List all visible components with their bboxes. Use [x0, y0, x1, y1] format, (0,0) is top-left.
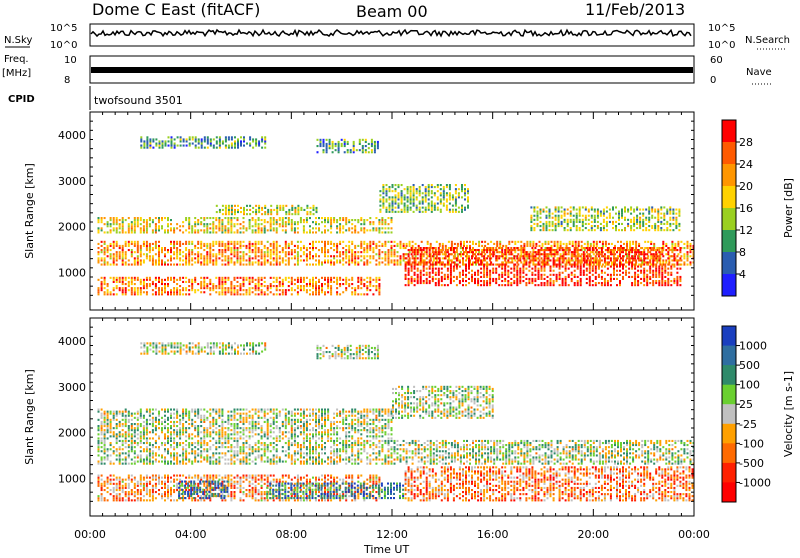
velocity-colorbar-tick-3: 25 — [739, 398, 753, 411]
power-colorbar-swatch-3 — [722, 186, 736, 209]
freq-tick-top: 10 — [64, 55, 77, 66]
velocity-colorbar-swatch-0 — [722, 326, 736, 346]
velocity-colorbar-swatch-2 — [722, 365, 736, 385]
freq-trace-band — [91, 67, 693, 73]
xtick-6: 00:00 — [678, 528, 710, 541]
velocity-ylabel: Slant Range [km] — [23, 369, 36, 465]
power-ylabel: Slant Range [km] — [23, 163, 36, 259]
velocity-panel: 1000 2000 3000 4000 Slant Range [km] 00:00 04:… — [23, 318, 795, 541]
power-band-8 — [317, 139, 379, 154]
power-ytick-3: 4000 — [58, 129, 86, 142]
power-colorbar-tick-6: 4 — [739, 268, 746, 281]
power-colorbar-tick-0: 28 — [739, 136, 753, 149]
xtick-2: 08:00 — [275, 528, 307, 541]
freq-label: Freq. — [4, 54, 29, 65]
velocity-colorbar-swatch-4 — [722, 404, 736, 424]
freq-tick-bottom: 8 — [64, 75, 70, 86]
velocity-colorbar-swatch-3 — [722, 385, 736, 405]
velocity-colorbar-tick-1: 500 — [739, 359, 760, 372]
velocity-band-6 — [405, 466, 694, 501]
xtick-3: 12:00 — [376, 528, 408, 541]
power-colorbar-tick-2: 20 — [739, 180, 753, 193]
velocity-colorbar-swatch-1 — [722, 346, 736, 366]
power-ytick-2: 3000 — [58, 175, 86, 188]
velocity-band-2 — [266, 483, 404, 500]
x-axis-label: Time UT — [363, 543, 409, 554]
nave-tick-bottom: 0 — [710, 75, 716, 86]
plot-title: Dome C East (fitACF) — [92, 0, 260, 19]
power-band-2 — [98, 217, 393, 234]
velocity-ytick-0: 1000 — [58, 472, 86, 485]
date-label: 11/Feb/2013 — [585, 0, 685, 19]
velocity-band-3 — [98, 440, 695, 465]
velocity-colorbar-tick-7: -1000 — [739, 476, 771, 489]
nsky-trace — [91, 30, 691, 36]
power-colorbar-tick-1: 24 — [739, 158, 753, 171]
power-band-7 — [140, 136, 266, 148]
xtick-4: 16:00 — [477, 528, 509, 541]
velocity-colorbar-swatch-8 — [722, 482, 736, 502]
velocity-ytick-2: 3000 — [58, 381, 86, 394]
velocity-colorbar-swatch-5 — [722, 424, 736, 444]
velocity-band-4 — [98, 409, 393, 440]
velocity-colorbar-tick-2: 100 — [739, 379, 760, 392]
velocity-colorbar-swatch-7 — [722, 463, 736, 483]
velocity-ytick-1: 2000 — [58, 427, 86, 440]
power-band-4 — [379, 184, 469, 213]
xtick-1: 04:00 — [175, 528, 207, 541]
nave-label: Nave — [746, 67, 772, 78]
nsky-trace-line — [91, 30, 691, 36]
velocity-colorbar-tick-4: -25 — [739, 418, 757, 431]
nsky-tick-top: 10^5 — [50, 23, 77, 34]
nsearch-tick-top: 10^5 — [708, 23, 735, 34]
velocity-band-0 — [98, 475, 381, 502]
velocity-band-7 — [140, 342, 266, 354]
freq-unit: [MHz] — [2, 68, 31, 79]
nsky-tick-bottom: 10^0 — [50, 40, 77, 51]
velocity-colorbar-swatch-6 — [722, 443, 736, 463]
power-band-0 — [98, 277, 381, 296]
velocity-colorbar-tick-5: -100 — [739, 437, 764, 450]
xtick-0: 00:00 — [74, 528, 106, 541]
velocity-band-8 — [317, 345, 379, 360]
power-colorbar-swatch-6 — [722, 252, 736, 275]
power-panel: 1000 2000 3000 4000 Slant Range [km] 28 24 20 16… — [23, 112, 795, 310]
power-colorbar-tick-3: 16 — [739, 202, 753, 215]
beam-label: Beam 00 — [356, 2, 428, 21]
velocity-colorbar-tick-0: 1000 — [739, 340, 767, 353]
nsky-label: N.Sky — [4, 35, 32, 46]
velocity-colorbar-tick-6: -500 — [739, 457, 764, 470]
velocity-band-5 — [392, 386, 494, 419]
cpid-value: twofsound 3501 — [94, 94, 183, 107]
nave-tick-top: 60 — [710, 55, 723, 66]
power-colorbar-swatch-2 — [722, 164, 736, 187]
power-band-3 — [216, 205, 318, 215]
power-colorbar-swatch-7 — [722, 274, 736, 297]
nsearch-label: N.Search — [745, 35, 790, 46]
nsearch-tick-bottom: 10^0 — [708, 40, 735, 51]
power-colorbar-swatch-4 — [722, 208, 736, 231]
power-ytick-0: 1000 — [58, 266, 86, 279]
power-colorbar-swatch-1 — [722, 142, 736, 165]
cpid-label: CPID — [8, 94, 35, 105]
power-colorbar-tick-5: 8 — [739, 246, 746, 259]
power-colorbar-swatch-0 — [722, 120, 736, 143]
freq-trace — [91, 67, 693, 73]
power-band-6 — [530, 206, 680, 231]
power-colorbar-swatch-5 — [722, 230, 736, 253]
velocity-ytick-3: 4000 — [58, 335, 86, 348]
power-ytick-1: 2000 — [58, 221, 86, 234]
power-colorbar-label: Power [dB] — [782, 178, 795, 238]
power-colorbar-tick-4: 12 — [739, 224, 753, 237]
xtick-5: 20:00 — [577, 528, 609, 541]
velocity-colorbar-label: Velocity [m s-1] — [782, 371, 795, 457]
